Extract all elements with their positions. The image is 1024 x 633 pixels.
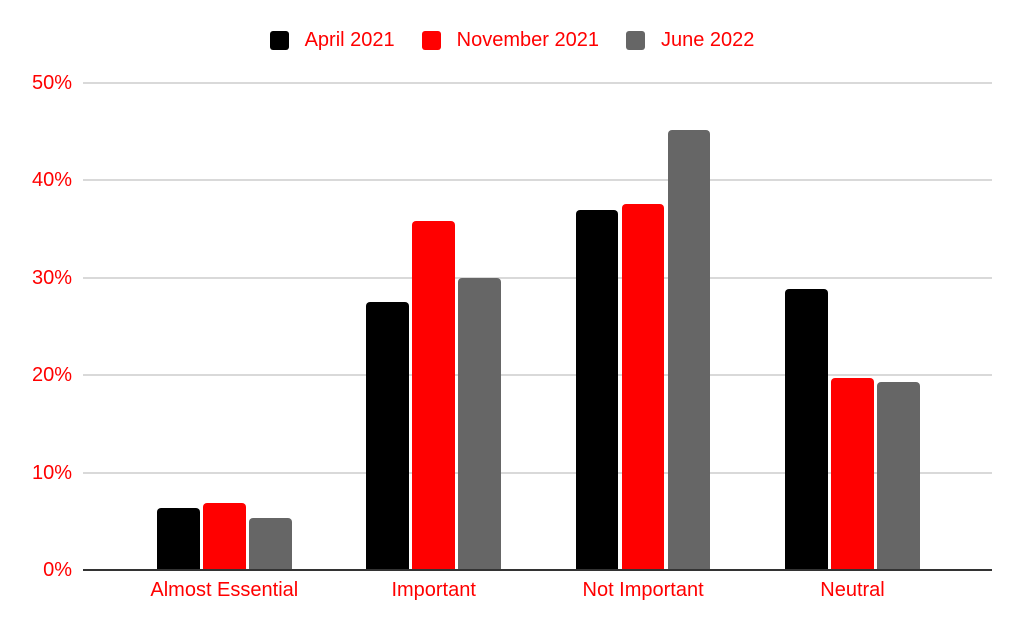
x-axis-line xyxy=(83,569,992,571)
bar-not-important-november-2021 xyxy=(621,203,665,570)
x-axis-tick-label: Almost Essential xyxy=(150,579,299,601)
legend-label: June 2022 xyxy=(660,29,755,51)
y-axis-tick-label: 50% xyxy=(31,72,72,94)
bar-almost-essential-november-2021 xyxy=(203,502,246,570)
legend-item[interactable]: June 2022 xyxy=(625,29,755,51)
x-axis-tick-label: Not Important xyxy=(582,579,704,601)
legend-item[interactable]: April 2021 xyxy=(269,29,395,51)
legend-label: November 2021 xyxy=(456,29,599,51)
gridline xyxy=(83,179,992,182)
y-axis-tick-label: 40% xyxy=(31,169,72,192)
y-axis-tick-label: 10% xyxy=(31,461,72,484)
bar-not-important-april-2021 xyxy=(575,209,619,570)
chart-legend: April 2021 November 2021 June 2022 xyxy=(0,30,1024,50)
bar-neutral-april-2021 xyxy=(785,288,828,570)
x-axis-tick-label: Neutral xyxy=(820,579,885,601)
gridline xyxy=(83,276,992,279)
legend-swatch-icon xyxy=(421,30,441,50)
bar-important-april-2021 xyxy=(366,302,409,570)
legend-label: April 2021 xyxy=(304,29,395,51)
gridline xyxy=(83,374,992,377)
bar-neutral-june-2022 xyxy=(877,382,920,570)
bar-almost-essential-june-2022 xyxy=(249,518,292,570)
y-axis-tick-label: 30% xyxy=(31,266,72,289)
plot-area xyxy=(83,82,992,571)
bar-important-november-2021 xyxy=(412,221,455,570)
gridline xyxy=(83,82,992,84)
legend-item[interactable]: November 2021 xyxy=(421,29,599,51)
y-axis-tick-label: 20% xyxy=(31,364,72,387)
bar-important-june-2022 xyxy=(458,277,501,570)
bar-neutral-november-2021 xyxy=(831,378,874,570)
y-axis-tick-label: 0% xyxy=(43,559,72,581)
x-axis-tick-label: Important xyxy=(391,579,476,601)
gridline xyxy=(83,471,992,474)
bar-not-important-june-2022 xyxy=(667,129,711,570)
bar-almost-essential-april-2021 xyxy=(157,507,200,570)
legend-swatch-icon xyxy=(625,30,645,50)
legend-swatch-icon xyxy=(269,30,289,50)
